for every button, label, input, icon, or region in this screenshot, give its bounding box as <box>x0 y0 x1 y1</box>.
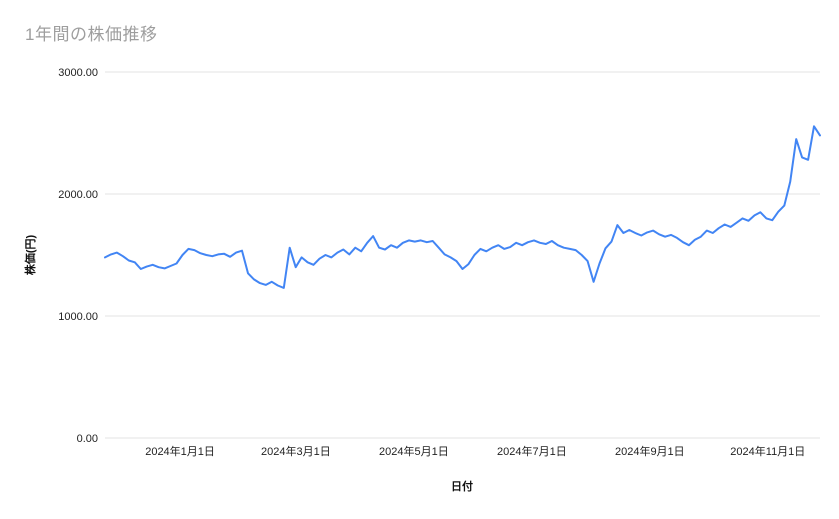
x-tick-label: 2024年7月1日 <box>497 444 567 458</box>
y-tick-label: 2000.00 <box>58 189 98 201</box>
chart-title: 1年間の株価推移 <box>25 25 158 44</box>
x-axis-title: 日付 <box>451 481 473 493</box>
price-series-line <box>104 125 821 289</box>
y-tick-label: 0.00 <box>77 433 98 445</box>
y-axis-title: 株価(円) <box>25 234 37 276</box>
y-tick-label: 1000.00 <box>58 311 98 323</box>
x-tick-label: 2024年3月1日 <box>261 444 331 458</box>
x-tick-label: 2024年11月1日 <box>730 444 805 458</box>
x-tick-label: 2024年5月1日 <box>379 444 449 458</box>
y-tick-label: 3000.00 <box>58 67 98 79</box>
x-tick-label: 2024年9月1日 <box>615 444 685 458</box>
x-tick-label: 2024年1月1日 <box>145 444 215 458</box>
